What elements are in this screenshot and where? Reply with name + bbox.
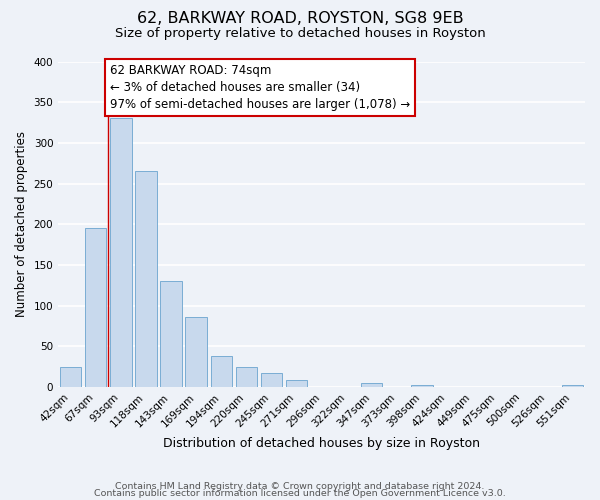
Bar	[211, 356, 232, 387]
Bar	[261, 373, 282, 387]
Text: Contains HM Land Registry data © Crown copyright and database right 2024.: Contains HM Land Registry data © Crown c…	[115, 482, 485, 491]
Y-axis label: Number of detached properties: Number of detached properties	[15, 131, 28, 317]
X-axis label: Distribution of detached houses by size in Royston: Distribution of detached houses by size …	[163, 437, 480, 450]
Bar	[411, 384, 433, 387]
Bar	[160, 281, 182, 387]
Bar	[110, 118, 131, 387]
Bar	[361, 383, 382, 387]
Bar	[60, 366, 82, 387]
Bar	[85, 228, 106, 387]
Bar	[185, 317, 207, 387]
Text: 62 BARKWAY ROAD: 74sqm
← 3% of detached houses are smaller (34)
97% of semi-deta: 62 BARKWAY ROAD: 74sqm ← 3% of detached …	[110, 64, 410, 111]
Bar	[236, 366, 257, 387]
Bar	[562, 386, 583, 387]
Text: 62, BARKWAY ROAD, ROYSTON, SG8 9EB: 62, BARKWAY ROAD, ROYSTON, SG8 9EB	[137, 11, 463, 26]
Bar	[286, 380, 307, 387]
Text: Size of property relative to detached houses in Royston: Size of property relative to detached ho…	[115, 28, 485, 40]
Text: Contains public sector information licensed under the Open Government Licence v3: Contains public sector information licen…	[94, 489, 506, 498]
Bar	[136, 172, 157, 387]
